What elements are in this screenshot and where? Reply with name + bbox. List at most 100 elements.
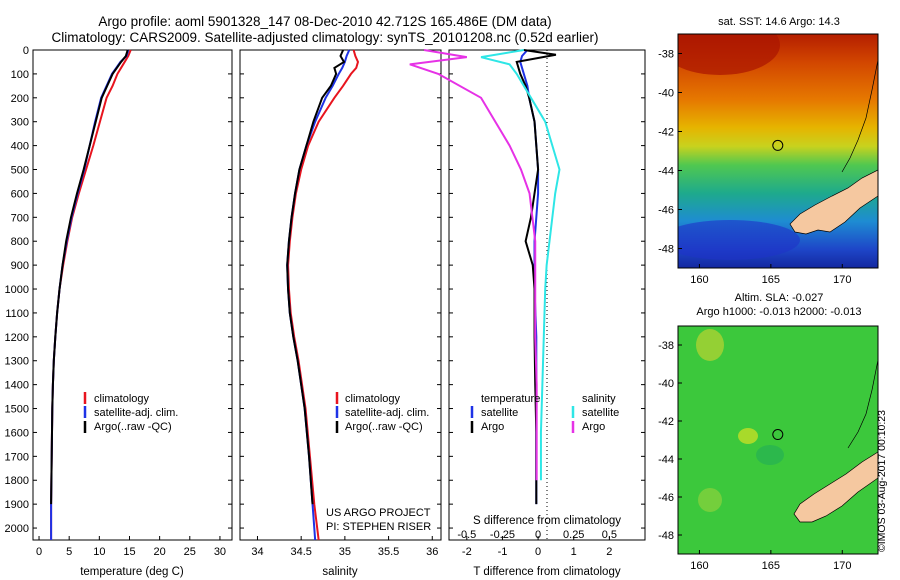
x-tick-label: 30 bbox=[214, 546, 226, 558]
imos-timestamp: ©IMOS 03-Aug-2017 00:10:23 bbox=[876, 410, 888, 552]
map-y-tick-label: -48 bbox=[658, 244, 674, 256]
x-tick-label: 0 bbox=[36, 546, 42, 558]
legend-argo-label: Argo(..raw -QC) bbox=[345, 421, 423, 433]
map-y-tick-label: -42 bbox=[658, 127, 674, 139]
sst-warm-patch bbox=[678, 34, 780, 75]
y-tick-label: 200 bbox=[11, 93, 29, 105]
y-tick-label: 1000 bbox=[5, 284, 29, 296]
sst-map-frame bbox=[677, 33, 879, 269]
y-tick-label: 0 bbox=[23, 45, 29, 57]
map-x-tick-label: 165 bbox=[762, 560, 780, 572]
map-x-tick-label: 170 bbox=[833, 274, 851, 286]
map-x-tick-label: 170 bbox=[833, 560, 851, 572]
y-tick-label: 1800 bbox=[5, 475, 29, 487]
sla-high-patch-1 bbox=[696, 329, 724, 361]
map-y-tick-label: -46 bbox=[658, 205, 674, 217]
map-y-tick-label: -38 bbox=[658, 340, 674, 352]
map-y-tick-label: -38 bbox=[658, 49, 674, 61]
y-tick-label: 1200 bbox=[5, 332, 29, 344]
legend-satellite-label: satellite-adj. clim. bbox=[345, 407, 429, 419]
legend-satellite-label: satellite-adj. clim. bbox=[94, 407, 178, 419]
x-tick-label: 5 bbox=[66, 546, 72, 558]
y-tick-label: 600 bbox=[11, 188, 29, 200]
legend-salinity-header: salinity bbox=[582, 393, 616, 405]
s-diff-tick-label: 0.5 bbox=[602, 529, 617, 541]
map-y-tick-label: -48 bbox=[658, 530, 674, 542]
x-tick-label: -1 bbox=[498, 546, 508, 558]
x-tick-label: 34.5 bbox=[290, 546, 311, 558]
x-tick-label: 25 bbox=[184, 546, 196, 558]
map-y-tick-label: -42 bbox=[658, 416, 674, 428]
y-tick-label: 2000 bbox=[5, 523, 29, 535]
x-tick-label: 0 bbox=[535, 546, 541, 558]
legend-climatology-label: climatology bbox=[94, 393, 150, 405]
x-tick-label: 20 bbox=[154, 546, 166, 558]
sst-cool-patch bbox=[678, 220, 800, 260]
legend-sal-argo-label: Argo bbox=[582, 421, 605, 433]
temperature-plot-frame bbox=[32, 49, 233, 541]
map-y-tick-label: -44 bbox=[658, 166, 674, 178]
y-tick-label: 700 bbox=[11, 212, 29, 224]
x-tick-label: 2 bbox=[606, 546, 612, 558]
x-tick-label: 35.5 bbox=[378, 546, 399, 558]
y-tick-label: 1900 bbox=[5, 499, 29, 511]
argo-position-marker bbox=[772, 429, 784, 441]
argo-position-marker bbox=[772, 139, 784, 151]
y-tick-label: 1300 bbox=[5, 356, 29, 368]
legend-climatology-label: climatology bbox=[345, 393, 401, 405]
s-diff-tick-label: -0.25 bbox=[490, 529, 515, 541]
series-line-temperature-argo bbox=[515, 49, 557, 505]
y-tick-label: 500 bbox=[11, 165, 29, 177]
y-tick-label: 100 bbox=[11, 69, 29, 81]
y-tick-label: 1500 bbox=[5, 404, 29, 416]
legend-temperature-header: temperature bbox=[481, 393, 540, 405]
series-line-salinity-satellite bbox=[480, 49, 561, 481]
s-diff-tick-label: -0.5 bbox=[457, 529, 476, 541]
y-tick-label: 900 bbox=[11, 260, 29, 272]
map-x-tick-label: 165 bbox=[762, 274, 780, 286]
y-tick-label: 300 bbox=[11, 117, 29, 129]
difference-legend: temperature salinity satellite Argo sate… bbox=[470, 393, 619, 433]
x-tick-label: 10 bbox=[93, 546, 105, 558]
project-annotation: US ARGO PROJECT bbox=[326, 507, 431, 519]
y-tick-label: 1100 bbox=[5, 308, 29, 320]
legend-argo-label: Argo(..raw -QC) bbox=[94, 421, 172, 433]
sla-low-patch bbox=[756, 445, 784, 465]
map-x-tick-label: 160 bbox=[690, 274, 708, 286]
legend-temp-satellite-label: satellite bbox=[481, 407, 518, 419]
map-y-tick-label: -40 bbox=[658, 88, 674, 100]
difference-xlabel: T difference from climatology bbox=[473, 566, 620, 578]
y-tick-label: 1700 bbox=[5, 451, 29, 463]
x-tick-label: 15 bbox=[123, 546, 135, 558]
legend-sal-satellite-label: satellite bbox=[582, 407, 619, 419]
y-tick-label: 1600 bbox=[5, 427, 29, 439]
salinity-xlabel: salinity bbox=[322, 566, 357, 578]
figure-title-line1: Argo profile: aoml 5901328_147 08-Dec-20… bbox=[98, 14, 552, 29]
new-zealand-land bbox=[793, 451, 878, 523]
x-tick-label: 36 bbox=[426, 546, 438, 558]
s-diff-tick-label: 0 bbox=[535, 529, 541, 541]
map-y-tick-label: -46 bbox=[658, 492, 674, 504]
x-tick-label: -2 bbox=[462, 546, 472, 558]
series-line-salinity-argo bbox=[409, 49, 538, 481]
temperature-legend: climatology satellite-adj. clim. Argo(..… bbox=[83, 392, 178, 433]
pi-annotation: PI: STEPHEN RISER bbox=[326, 521, 431, 533]
coastline-north bbox=[841, 59, 878, 173]
x-tick-label: 35 bbox=[339, 546, 351, 558]
sla-map-title: Altim. SLA: -0.027 bbox=[734, 292, 824, 304]
salinity-difference-xlabel: S difference from climatology bbox=[473, 515, 621, 527]
sla-high-patch-3 bbox=[698, 488, 722, 512]
series-line-argo-raw-qc bbox=[286, 49, 346, 505]
s-diff-tick-label: 0.25 bbox=[563, 529, 584, 541]
y-tick-label: 800 bbox=[11, 236, 29, 248]
salinity-plot-frame bbox=[239, 49, 442, 541]
y-tick-label: 400 bbox=[11, 141, 29, 153]
salinity-legend: climatology satellite-adj. clim. Argo(..… bbox=[335, 392, 429, 433]
sst-map-title: sat. SST: 14.6 Argo: 14.3 bbox=[718, 16, 840, 28]
map-y-tick-label: -40 bbox=[658, 378, 674, 390]
